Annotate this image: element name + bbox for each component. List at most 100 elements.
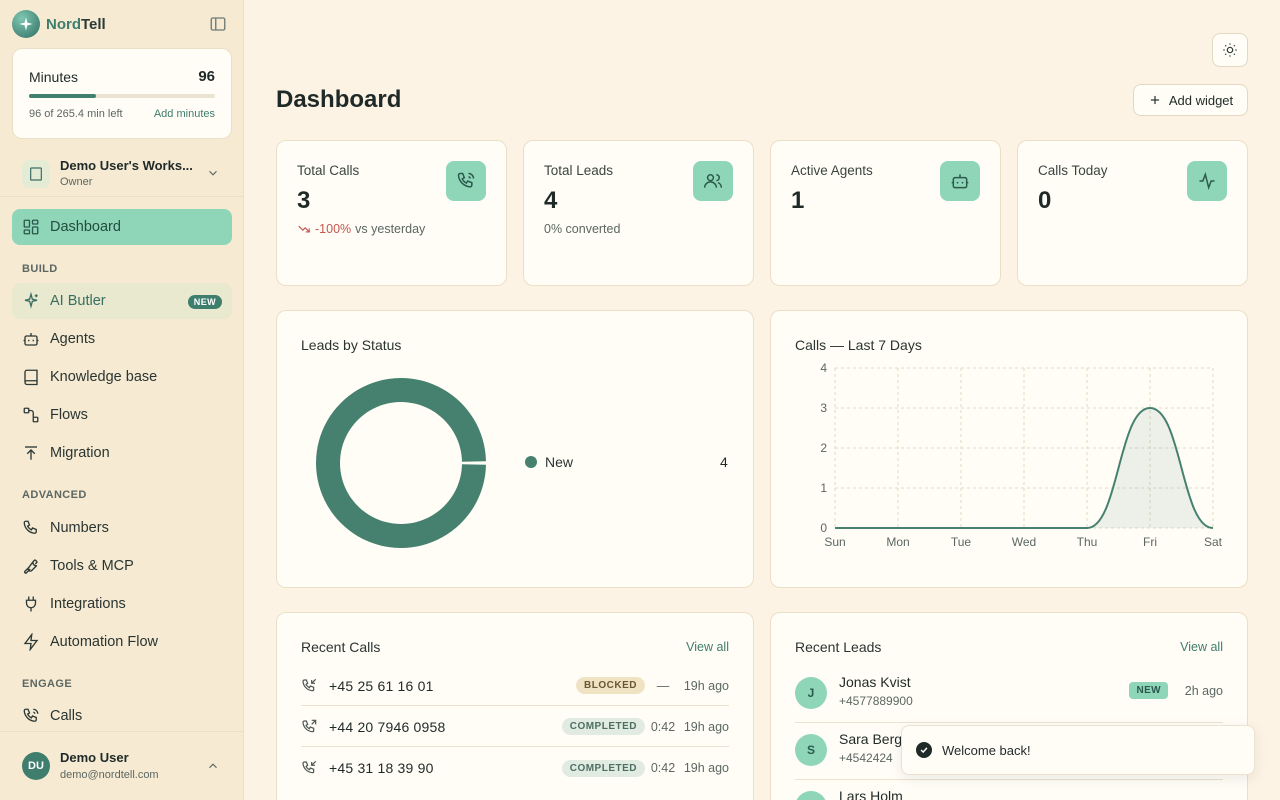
- phone-outgoing-icon: [302, 719, 317, 732]
- sidebar-item-numbers[interactable]: Numbers: [12, 510, 232, 546]
- list-item[interactable]: L Lars Holm: [795, 783, 1223, 800]
- brand-name: NordTell: [46, 16, 106, 33]
- sparkles-icon: [24, 292, 38, 309]
- plus-icon: [1150, 95, 1159, 105]
- legend-item[interactable]: New: [525, 454, 573, 470]
- stat-delta-value: -100%: [315, 222, 352, 236]
- stat-value: 4: [544, 187, 558, 214]
- sidebar-toggle-icon[interactable]: [209, 15, 227, 33]
- sidebar-item-label: Agents: [50, 331, 96, 347]
- phone-icon: [446, 161, 486, 201]
- section-label-build: BUILD: [22, 263, 58, 275]
- flows-icon: [23, 407, 39, 423]
- table-row[interactable]: +45 31 18 39 90 COMPLETED 0:42 19h ago: [301, 748, 729, 788]
- call-time: 19h ago: [683, 719, 729, 734]
- view-all-calls-link[interactable]: View all: [686, 640, 729, 654]
- sidebar-item-dashboard[interactable]: Dashboard: [12, 209, 232, 245]
- workspace-name: Demo User's Works...: [60, 158, 193, 173]
- brand[interactable]: NordTell: [12, 10, 106, 38]
- lead-avatar: L: [795, 791, 827, 800]
- view-all-leads-link[interactable]: View all: [1180, 640, 1223, 654]
- sidebar-item-label: Migration: [50, 445, 110, 461]
- minutes-card: Minutes 96 96 of 265.4 min left Add minu…: [12, 48, 232, 139]
- stat-delta-suffix: vs yesterday: [355, 222, 426, 236]
- sidebar-item-label: Numbers: [50, 520, 109, 536]
- stat-value: 1: [791, 187, 805, 214]
- call-phone: +45 31 18 39 90: [329, 760, 434, 776]
- calls-chart-card: Calls — Last 7 Days 0 1 2 3 4 Sun Mon Tue Wed Thu…: [770, 310, 1248, 588]
- chevron-down-icon: [206, 166, 220, 180]
- list-item[interactable]: J Jonas Kvist +4577889900 NEW 2h ago: [795, 669, 1223, 723]
- lead-name: Jonas Kvist: [839, 674, 911, 690]
- lead-avatar: S: [795, 734, 827, 766]
- y-tick-label: 1: [820, 481, 827, 495]
- sidebar-item-flows[interactable]: Flows: [12, 397, 232, 433]
- sidebar-item-label: Flows: [50, 407, 88, 423]
- section-label-engage: ENGAGE: [22, 678, 73, 690]
- sidebar-item-migration[interactable]: Migration: [12, 435, 232, 471]
- lead-phone: +4577889900: [839, 694, 913, 708]
- minutes-value: 96: [198, 68, 215, 85]
- lead-time: 2h ago: [1184, 684, 1223, 698]
- line-chart: 0 1 2 3 4 Sun Mon Tue Wed Thu Fri Sat: [820, 361, 1223, 549]
- minutes-progress-bar: [29, 94, 215, 98]
- recent-leads-card: Recent Leads View all J Jonas Kvist +457…: [770, 612, 1248, 800]
- sidebar-item-tools-mcp[interactable]: Tools & MCP: [12, 548, 232, 584]
- plug-icon: [25, 596, 37, 612]
- users-icon: [693, 161, 733, 201]
- sidebar-item-integrations[interactable]: Integrations: [12, 586, 232, 622]
- y-tick-label: 4: [820, 361, 827, 375]
- add-minutes-link[interactable]: Add minutes: [153, 108, 215, 120]
- stat-label: Calls Today: [1038, 163, 1108, 178]
- sidebar-item-calls[interactable]: Calls: [12, 698, 232, 734]
- x-tick-label: Thu: [1077, 535, 1098, 549]
- add-widget-button[interactable]: Add widget: [1133, 84, 1248, 116]
- zap-icon: [23, 633, 39, 651]
- call-duration: 0:42: [650, 719, 676, 734]
- sidebar-item-label: Calls: [50, 708, 83, 724]
- x-tick-label: Sat: [1204, 535, 1223, 549]
- sidebar-item-label: Integrations: [50, 596, 126, 612]
- legend-dot: [525, 456, 537, 468]
- brand-name-part: Tell: [81, 15, 106, 33]
- sidebar: NordTell Minutes 96 96 of 265.4 min left…: [0, 0, 244, 800]
- status-badge: NEW: [1129, 682, 1168, 699]
- toast-notification[interactable]: Welcome back!: [901, 725, 1255, 775]
- list-item[interactable]: S Sara Berg +4542424: [795, 726, 1223, 780]
- bot-icon: [23, 333, 39, 346]
- stat-sub-text: 0% converted: [544, 222, 621, 236]
- donut-chart: [316, 378, 486, 548]
- sidebar-item-agents[interactable]: Agents: [12, 321, 232, 357]
- y-tick-label: 3: [820, 401, 827, 415]
- brand-name-part: Nord: [46, 15, 81, 33]
- legend-label: New: [545, 454, 574, 470]
- table-row[interactable]: +45 25 61 16 01 BLOCKED — 19h ago: [301, 666, 729, 706]
- legend-value: 4: [720, 454, 728, 470]
- activity-icon: [1187, 161, 1227, 201]
- sidebar-item-ai-butler[interactable]: AI Butler NEW: [12, 283, 232, 319]
- user-menu[interactable]: DU Demo User demo@nordtell.com: [12, 746, 232, 788]
- table-row[interactable]: +44 20 7946 0958 COMPLETED 0:42 19h ago: [301, 707, 729, 747]
- card-title: Recent Calls: [301, 639, 381, 655]
- y-tick-label: 2: [820, 441, 827, 455]
- theme-toggle-button[interactable]: [1212, 33, 1248, 67]
- sidebar-item-label: Knowledge base: [50, 369, 158, 385]
- sidebar-item-automation-flow[interactable]: Automation Flow: [12, 624, 232, 660]
- x-tick-label: Wed: [1012, 535, 1036, 549]
- phone-incoming-icon: [302, 760, 317, 774]
- sidebar-item-label: Automation Flow: [50, 634, 158, 650]
- stat-card-active-agents: Active Agents 1: [770, 140, 1001, 286]
- workspace-role: Owner: [60, 176, 93, 188]
- add-widget-label: Add widget: [1168, 92, 1234, 108]
- chevron-up-icon: [206, 759, 220, 773]
- logo-icon: [12, 10, 40, 38]
- sidebar-item-knowledge-base[interactable]: Knowledge base: [12, 359, 232, 395]
- stat-label: Active Agents: [791, 163, 873, 178]
- workspace-switcher[interactable]: Demo User's Works... Owner: [12, 154, 232, 194]
- stat-card-total-calls: Total Calls 3 -100% vs yesterday: [276, 140, 507, 286]
- x-tick-label: Tue: [951, 535, 972, 549]
- status-badge: COMPLETED: [561, 759, 645, 777]
- series-line: [835, 406, 1214, 529]
- section-label-advanced: ADVANCED: [22, 489, 87, 501]
- status-badge: BLOCKED: [576, 677, 645, 694]
